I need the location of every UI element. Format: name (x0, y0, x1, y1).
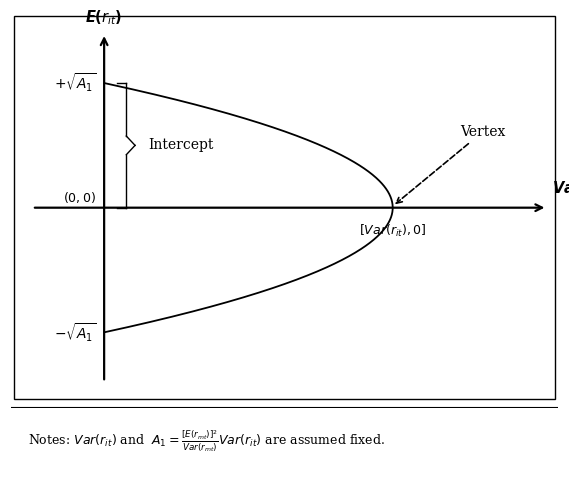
Text: Notes: $\mathit{Var}(r_{it})$ and  $A_1 = \frac{[E(r_{mt})]^2}{Var(r_{mt})}\math: Notes: $\mathit{Var}(r_{it})$ and $A_1 =… (28, 428, 385, 454)
Text: $-\sqrt{A_1}$: $-\sqrt{A_1}$ (54, 321, 96, 344)
Text: $(0,0)$: $(0,0)$ (63, 189, 96, 205)
Text: Intercept: Intercept (148, 138, 213, 152)
Text: $\boldsymbol{E(r_{it})}$: $\boldsymbol{E(r_{it})}$ (85, 8, 123, 27)
Text: $+\sqrt{A_1}$: $+\sqrt{A_1}$ (54, 71, 96, 94)
Text: Vertex: Vertex (396, 125, 505, 203)
Text: $[Var(r_{it}), 0]$: $[Var(r_{it}), 0]$ (359, 223, 427, 240)
Text: $\boldsymbol{Var(\varepsilon_{it})}$: $\boldsymbol{Var(\varepsilon_{it})}$ (552, 180, 569, 199)
